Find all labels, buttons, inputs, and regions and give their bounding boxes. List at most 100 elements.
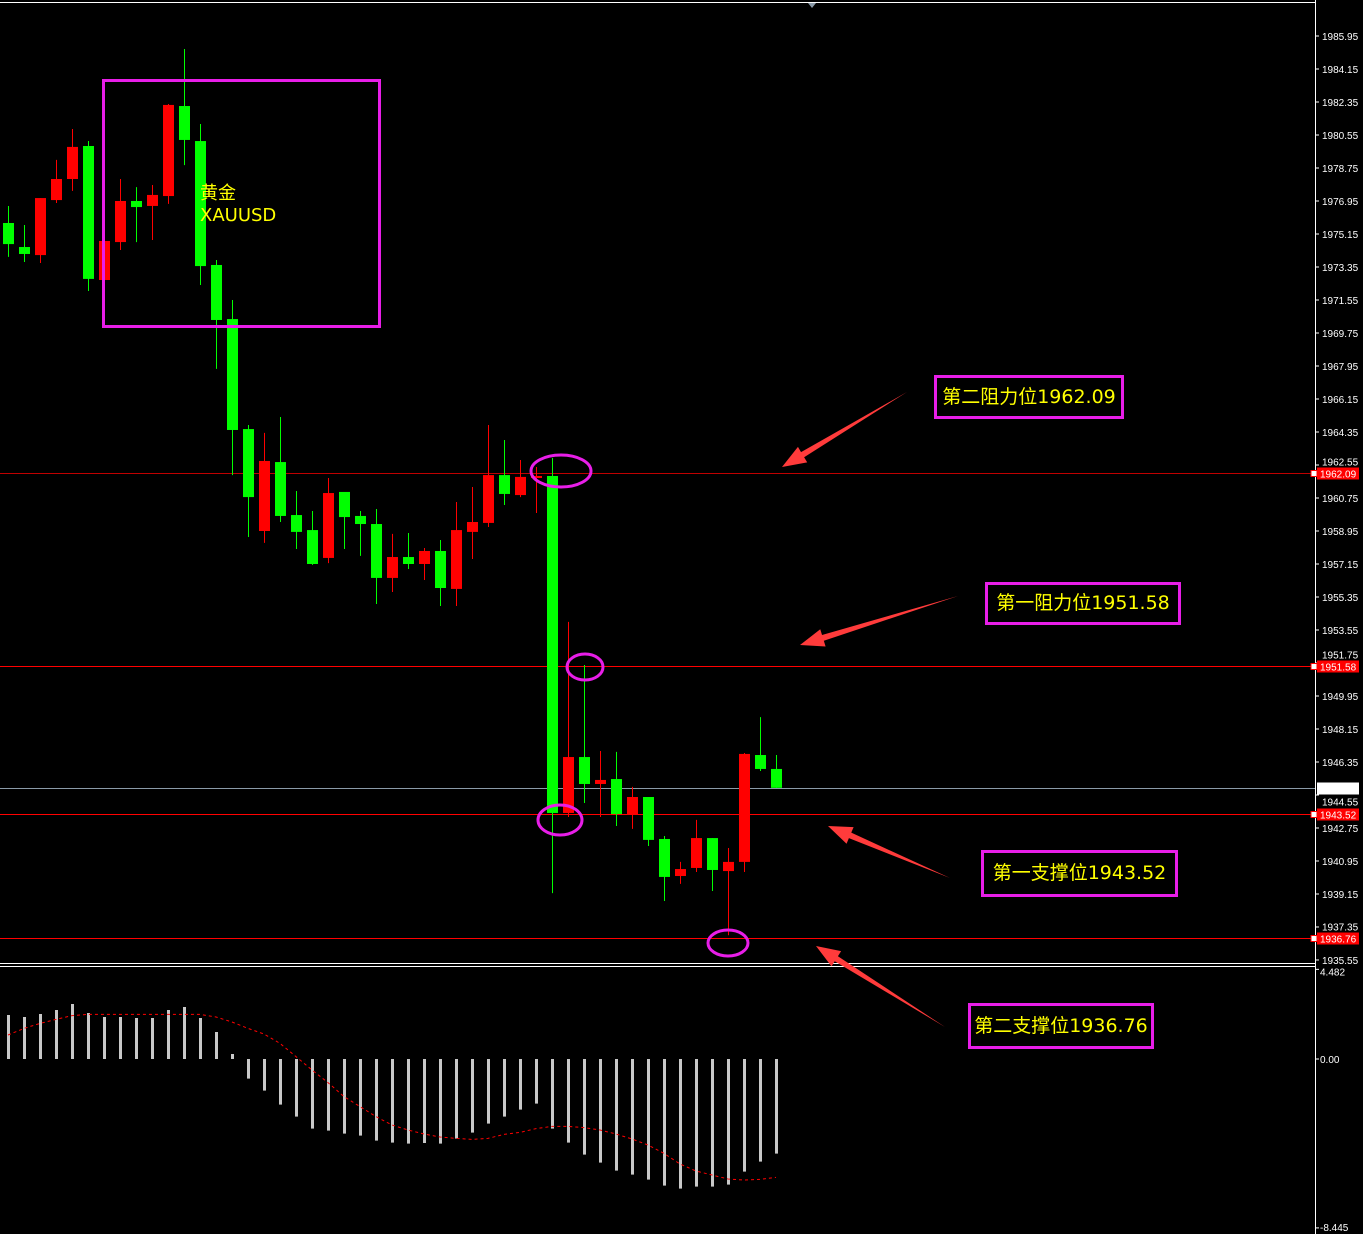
histogram-bar [71,1004,74,1059]
tick-label: 1942.75 [1322,824,1359,835]
histogram-bar [375,1059,378,1141]
tick-label: 1960.75 [1322,494,1359,505]
histogram-bar [55,1010,58,1059]
histogram-bar [567,1059,570,1143]
candle [163,104,174,204]
level-price-label: 1962.09 [1320,470,1357,481]
histogram-bar [631,1059,634,1175]
candle [51,159,62,204]
candle [355,511,366,556]
histogram-bar [135,1018,138,1059]
candle [499,440,510,505]
symbol-highlight-box [102,79,381,328]
candle [739,753,750,872]
candle [387,533,398,593]
candle-body [83,145,94,279]
histogram-bar [311,1059,314,1129]
histogram-bar [23,1017,26,1059]
candle-body [723,861,734,872]
candle [755,717,766,771]
candle-body [483,475,494,523]
candle [243,425,254,538]
histogram-bar [519,1059,522,1110]
candle [611,751,622,826]
candle [131,187,142,243]
candle-body [259,460,270,531]
histogram-bar [247,1059,250,1079]
candle-body [243,429,254,498]
tick-label: 1955.35 [1322,593,1359,604]
level-handle [1310,663,1318,670]
arrow-icon [782,392,907,467]
candle-body [3,222,14,245]
histogram-bar [455,1059,458,1139]
tick-label: 1939.15 [1322,890,1359,901]
histogram-bar [359,1059,362,1136]
candle [339,491,350,549]
candle [307,511,318,565]
level-handle [1310,470,1318,477]
candle-body [659,838,670,877]
candle-body [611,779,622,815]
histogram-bar [407,1059,410,1144]
tick-label: 1953.55 [1322,626,1359,637]
candle [547,458,558,894]
candle [467,486,478,560]
tick-label: 1966.15 [1322,395,1359,406]
candle-body [451,530,462,589]
level-price-badge [1317,467,1359,480]
candle-body [227,319,238,430]
candle [643,797,654,846]
annotation-support-2: 第二支撑位1936.76 [968,1003,1154,1049]
tick-label: 1984.15 [1322,65,1359,76]
histogram-bar [439,1059,442,1144]
candle-body [195,141,206,267]
candle [19,225,30,263]
histogram-bar [231,1054,234,1059]
candle [211,260,222,369]
candle [419,548,430,580]
histogram-bar [695,1059,698,1187]
candle [115,178,126,250]
candle-body [435,550,446,589]
histogram-bar [39,1014,42,1059]
histogram-bar [215,1032,218,1059]
annotation-resistance-1: 第一阻力位1951.58 [985,582,1181,625]
histogram-bar [183,1007,186,1059]
indicator-tick-label: 4.482 [1320,967,1345,978]
candle-body [131,200,142,208]
histogram-bar [103,1017,106,1059]
candle-body [755,755,766,769]
candle-body [579,757,590,784]
histogram-bar [423,1059,426,1143]
candle-body [531,475,542,479]
candle [227,299,238,476]
candle [675,861,686,884]
highlight-ellipse [529,453,593,489]
histogram-bar [743,1059,746,1172]
histogram-bar [647,1059,650,1180]
candle [563,621,574,817]
indicator-tick-label: 0.00 [1320,1055,1340,1066]
highlight-ellipse [536,803,584,837]
candle [179,49,190,166]
tick-label: 1944.55 [1322,798,1359,809]
candle [291,491,302,549]
histogram-bar [87,1013,90,1059]
indicator-panel: 4.482 0.00 -8.445 [7,967,1349,1234]
candle-body [339,491,350,518]
candle-body [35,198,46,256]
tick-label: 1980.55 [1322,131,1359,142]
level-price-label: 1936.76 [1320,935,1357,946]
candle-body [467,522,478,532]
arrow-icon [816,946,945,1027]
candle-body [515,476,526,496]
highlight-ellipse [706,928,750,958]
histogram-bar [503,1059,506,1117]
tick-label: 1948.15 [1322,725,1359,736]
candle-body [627,797,638,815]
candle-body [371,524,382,578]
histogram-bar [775,1059,778,1154]
histogram-bar [471,1059,474,1133]
